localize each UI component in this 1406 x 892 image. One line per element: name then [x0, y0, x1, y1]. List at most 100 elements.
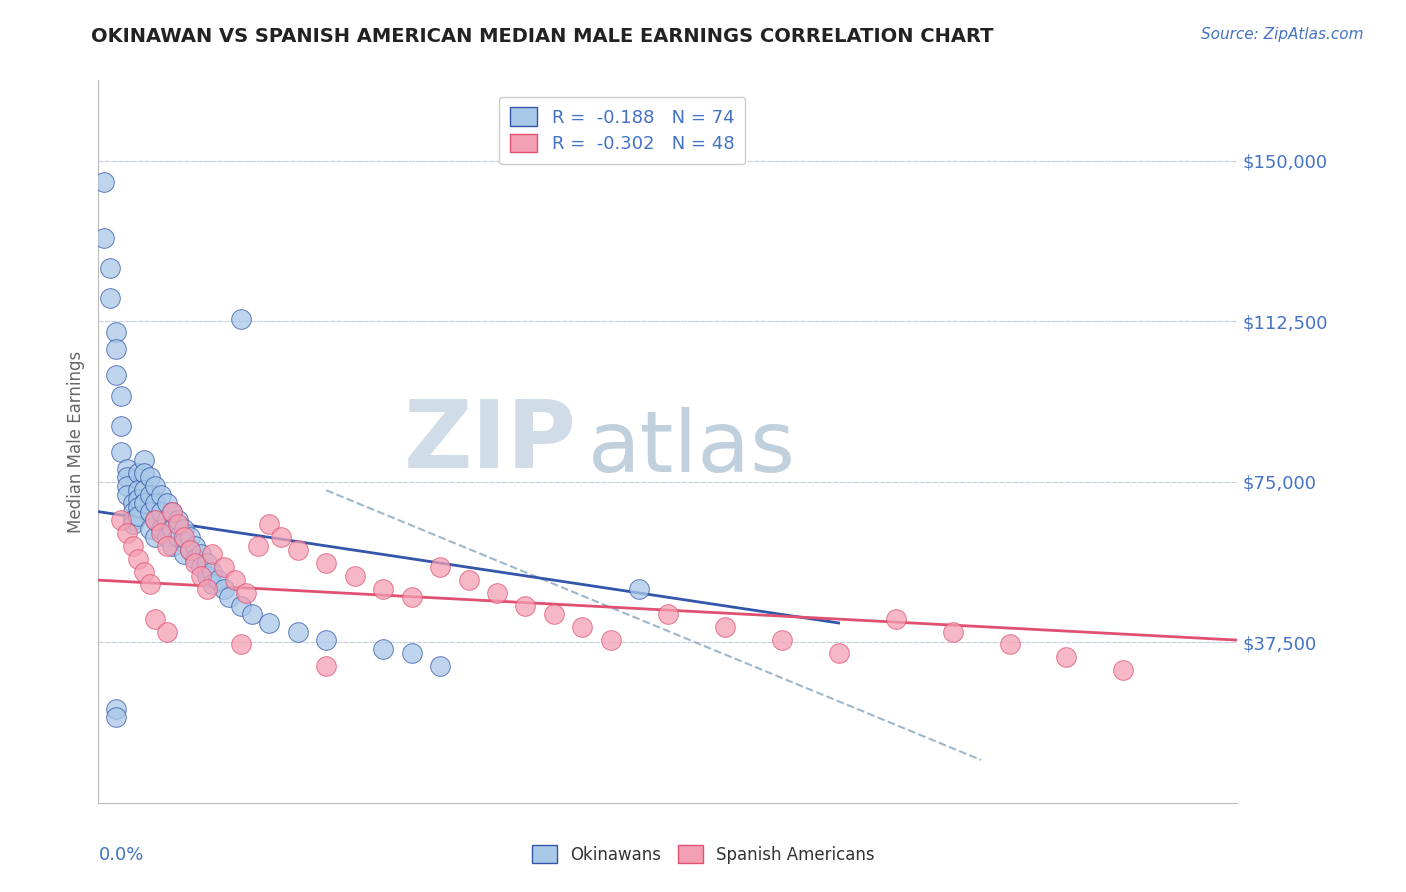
Point	[173, 548, 195, 562]
Point	[287, 543, 309, 558]
Point	[770, 633, 793, 648]
Point	[138, 505, 160, 519]
Point	[207, 573, 229, 587]
Point	[167, 513, 190, 527]
Point	[127, 483, 149, 498]
Point	[121, 539, 143, 553]
Point	[828, 646, 851, 660]
Point	[132, 565, 155, 579]
Point	[173, 522, 195, 536]
Point	[156, 530, 179, 544]
Point	[173, 530, 195, 544]
Point	[246, 539, 269, 553]
Point	[287, 624, 309, 639]
Point	[104, 710, 127, 724]
Point	[150, 526, 173, 541]
Text: 0.0%: 0.0%	[98, 847, 143, 864]
Point	[167, 530, 190, 544]
Point	[162, 522, 184, 536]
Point	[156, 624, 179, 639]
Point	[1056, 650, 1078, 665]
Point	[104, 368, 127, 382]
Text: OKINAWAN VS SPANISH AMERICAN MEDIAN MALE EARNINGS CORRELATION CHART: OKINAWAN VS SPANISH AMERICAN MEDIAN MALE…	[91, 27, 994, 45]
Point	[115, 462, 138, 476]
Y-axis label: Median Male Earnings: Median Male Earnings	[66, 351, 84, 533]
Point	[179, 543, 201, 558]
Text: ZIP: ZIP	[404, 395, 576, 488]
Point	[156, 496, 179, 510]
Point	[132, 496, 155, 510]
Point	[145, 496, 167, 510]
Point	[190, 569, 212, 583]
Point	[184, 539, 207, 553]
Point	[121, 517, 143, 532]
Point	[315, 556, 337, 570]
Point	[115, 470, 138, 484]
Point	[195, 569, 218, 583]
Point	[156, 513, 179, 527]
Point	[150, 522, 173, 536]
Text: atlas: atlas	[588, 408, 796, 491]
Point	[156, 539, 179, 553]
Point	[184, 556, 207, 570]
Point	[127, 508, 149, 523]
Point	[127, 551, 149, 566]
Point	[401, 591, 423, 605]
Point	[571, 620, 593, 634]
Point	[115, 479, 138, 493]
Point	[121, 496, 143, 510]
Point	[110, 419, 132, 434]
Point	[145, 513, 167, 527]
Point	[942, 624, 965, 639]
Point	[127, 466, 149, 480]
Point	[127, 500, 149, 515]
Point	[235, 586, 257, 600]
Point	[212, 582, 235, 596]
Point	[150, 505, 173, 519]
Point	[179, 530, 201, 544]
Point	[173, 534, 195, 549]
Point	[259, 615, 281, 630]
Point	[543, 607, 565, 622]
Point	[104, 342, 127, 356]
Point	[429, 658, 451, 673]
Point	[162, 539, 184, 553]
Point	[343, 569, 366, 583]
Point	[429, 560, 451, 574]
Point	[162, 505, 184, 519]
Point	[515, 599, 537, 613]
Point	[195, 582, 218, 596]
Point	[104, 701, 127, 715]
Point	[110, 389, 132, 403]
Point	[401, 646, 423, 660]
Point	[110, 513, 132, 527]
Point	[373, 582, 395, 596]
Point	[110, 444, 132, 458]
Point	[259, 517, 281, 532]
Legend: Okinawans, Spanish Americans: Okinawans, Spanish Americans	[524, 838, 882, 871]
Point	[127, 491, 149, 506]
Point	[138, 577, 160, 591]
Point	[218, 591, 240, 605]
Point	[132, 453, 155, 467]
Text: Source: ZipAtlas.com: Source: ZipAtlas.com	[1201, 27, 1364, 42]
Point	[132, 483, 155, 498]
Point	[98, 260, 121, 275]
Point	[195, 556, 218, 570]
Point	[104, 325, 127, 339]
Point	[1112, 663, 1135, 677]
Point	[190, 548, 212, 562]
Point	[884, 612, 907, 626]
Legend: R =  -0.188   N = 74, R =  -0.302   N = 48: R = -0.188 N = 74, R = -0.302 N = 48	[499, 96, 745, 164]
Point	[162, 505, 184, 519]
Point	[628, 582, 651, 596]
Point	[121, 505, 143, 519]
Point	[184, 551, 207, 566]
Point	[201, 577, 224, 591]
Point	[145, 479, 167, 493]
Point	[229, 599, 252, 613]
Point	[657, 607, 679, 622]
Point	[229, 312, 252, 326]
Point	[93, 175, 115, 189]
Point	[115, 487, 138, 501]
